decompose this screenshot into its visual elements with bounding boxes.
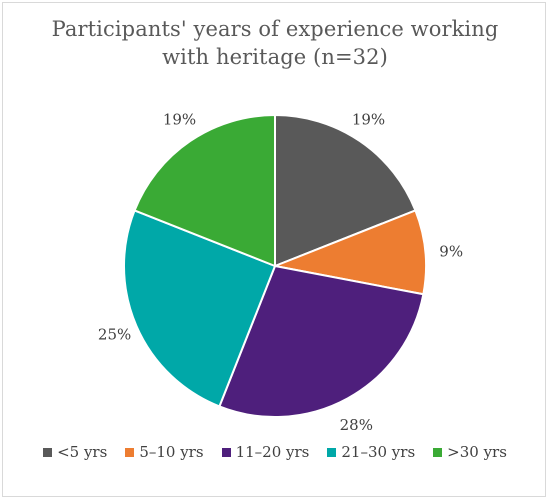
pie-slice-4 xyxy=(123,209,276,408)
legend-swatch-4 xyxy=(327,447,337,457)
chart-title-line-1: Participants' years of experience workin… xyxy=(51,17,499,41)
legend-label-1: <5 yrs xyxy=(57,443,108,461)
chart-title: Participants' years of experience workin… xyxy=(0,15,550,71)
legend-swatch-5 xyxy=(433,447,443,457)
pie-slice-3 xyxy=(218,265,425,418)
pie-data-labels: 19% 9% 28% 25% 19% xyxy=(98,111,463,435)
pie-slices xyxy=(123,114,428,418)
pie-slice-1 xyxy=(274,114,417,267)
pie-data-label-2: 9% xyxy=(439,242,463,260)
legend-swatch-2 xyxy=(125,447,135,457)
pie-data-label-3: 28% xyxy=(340,416,373,434)
pie-slice-2 xyxy=(274,209,428,296)
legend-swatch-1 xyxy=(43,447,53,457)
chart-title-line-2: with heritage (n=32) xyxy=(162,45,388,69)
legend-item-1: <5 yrs xyxy=(43,443,107,461)
pie-slice-5 xyxy=(133,114,276,267)
legend-label-3: 11–20 yrs xyxy=(235,443,310,461)
legend-label-5: >30 yrs xyxy=(447,443,507,461)
legend-item-3: 11–20 yrs xyxy=(221,443,310,461)
pie-data-label-4: 25% xyxy=(98,325,131,343)
chart-legend: <5 yrs 5–10 yrs 11–20 yrs 21–30 yrs >30 yrs xyxy=(0,443,550,461)
pie-data-label-1: 19% xyxy=(352,111,385,129)
pie-data-label-5: 19% xyxy=(163,111,196,129)
legend-item-2: 5–10 yrs xyxy=(125,443,204,461)
legend-item-4: 21–30 yrs xyxy=(327,443,415,461)
legend-item-5: >30 yrs xyxy=(433,443,507,461)
legend-label-2: 5–10 yrs xyxy=(139,443,204,461)
legend-label-4: 21–30 yrs xyxy=(341,443,416,461)
legend-swatch-3 xyxy=(221,447,231,457)
